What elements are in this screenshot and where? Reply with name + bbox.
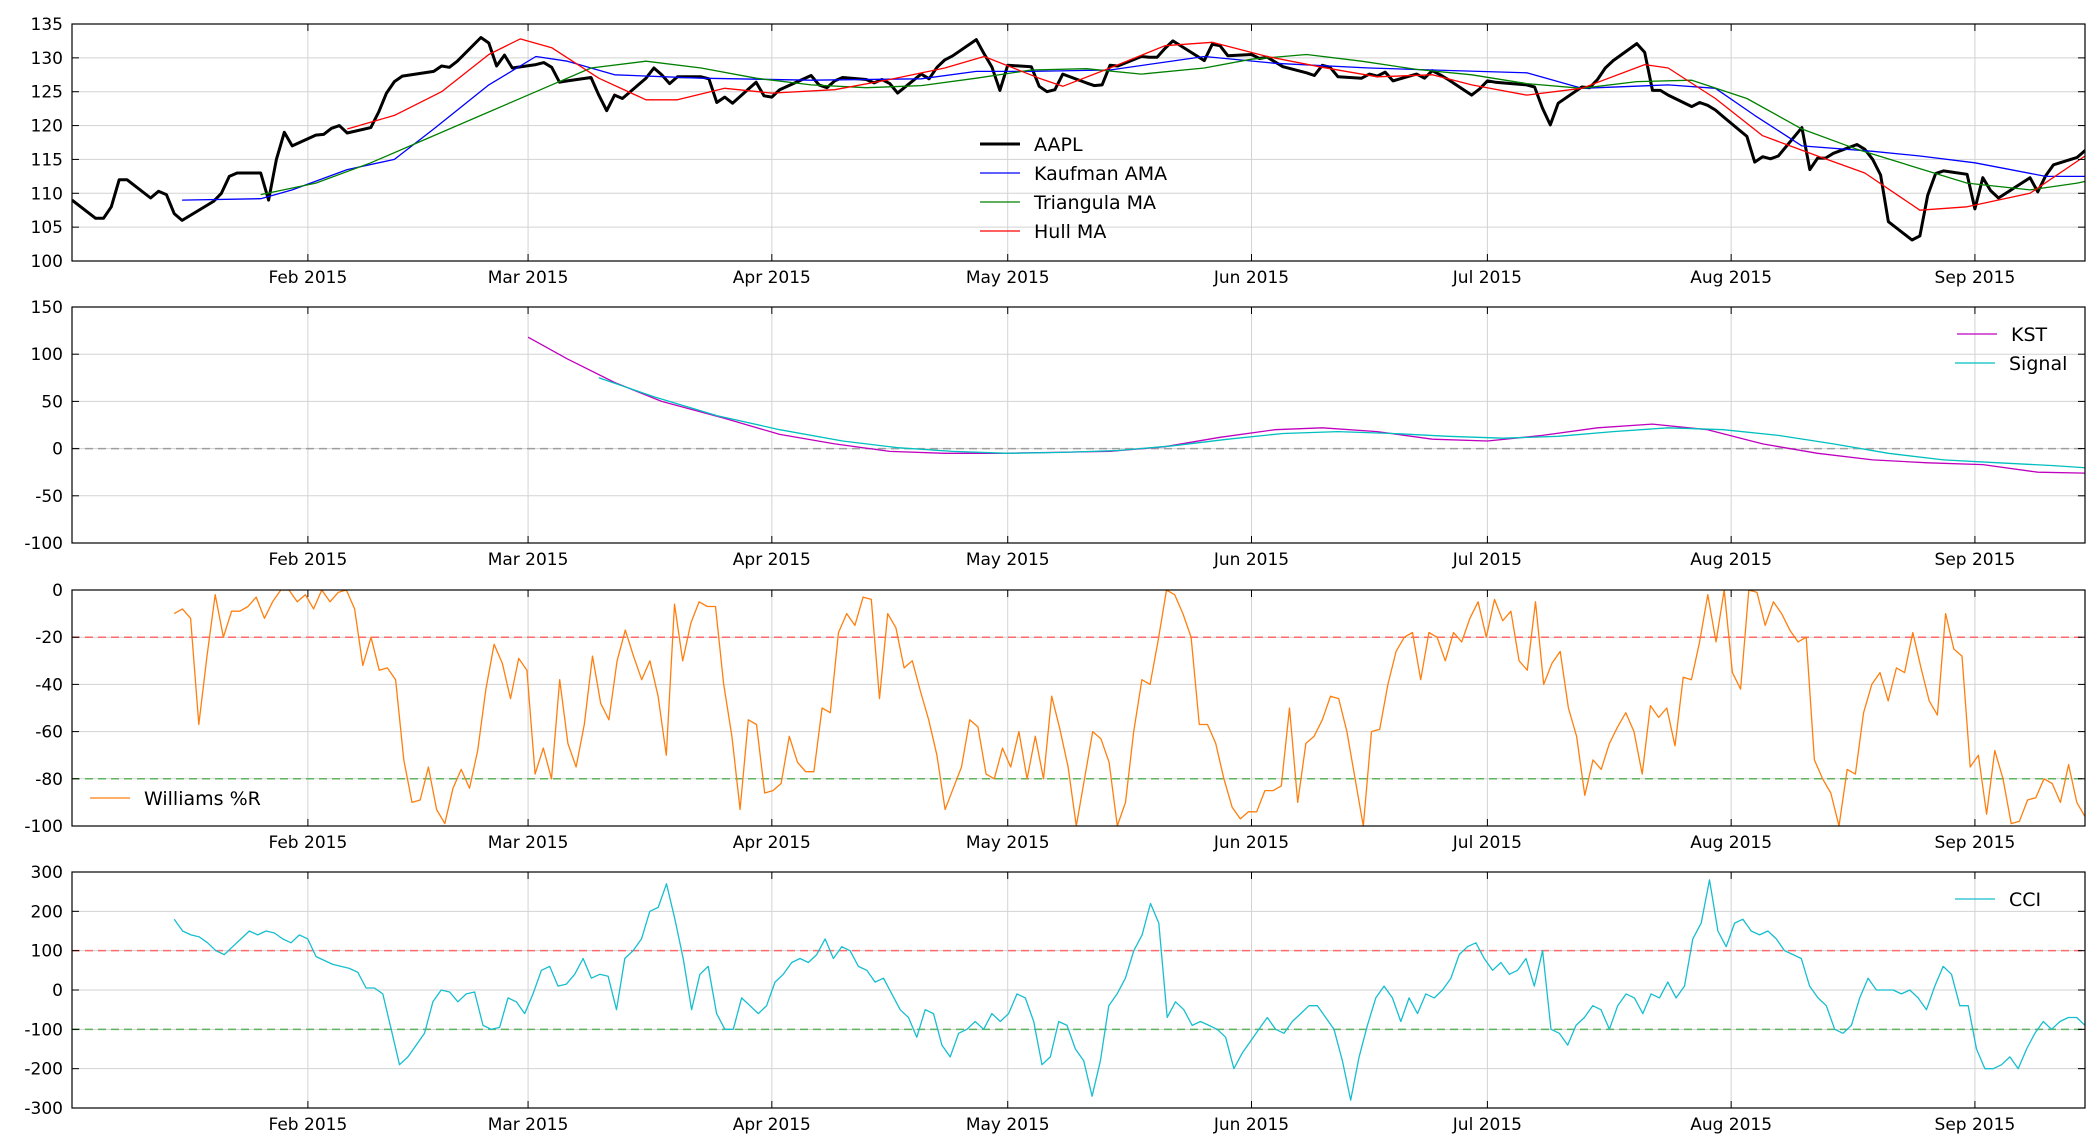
series-line-hull-ma xyxy=(347,38,2085,211)
y-tick-label: 50 xyxy=(41,392,63,412)
plot-frame xyxy=(71,306,2086,544)
legend-label: Triangula MA xyxy=(1033,192,1156,214)
x-tick-label: Apr 2015 xyxy=(733,1115,811,1135)
x-tick-label: Feb 2015 xyxy=(269,1115,348,1135)
y-tick-label: -100 xyxy=(24,534,63,554)
x-tick-label: Jul 2015 xyxy=(1452,550,1522,570)
legend-label: Signal xyxy=(2009,353,2067,375)
legend: AAPL Kaufman AMA Triangula MA Hull MA xyxy=(980,134,1167,243)
y-tick-label: 200 xyxy=(31,902,63,922)
legend-label: Williams %R xyxy=(144,788,261,810)
y-tick-label: 110 xyxy=(31,184,63,204)
series-line-cci xyxy=(173,879,2085,1101)
series-line-signal xyxy=(598,377,2085,469)
y-tick-label: 300 xyxy=(31,863,63,883)
x-tick-label: Aug 2015 xyxy=(1690,268,1772,288)
x-tick-label: May 2015 xyxy=(966,833,1050,853)
x-tick-label: Apr 2015 xyxy=(733,550,811,570)
y-tick-label: -50 xyxy=(35,487,63,507)
series-line-kaufman-ama xyxy=(182,55,2085,201)
x-tick-label: Feb 2015 xyxy=(269,550,348,570)
legend-label: Kaufman AMA xyxy=(1034,163,1167,185)
y-tick-label: -100 xyxy=(24,817,63,837)
legend-label: Hull MA xyxy=(1034,221,1106,243)
series-line-williams-r xyxy=(173,590,2085,826)
x-tick-label: Sep 2015 xyxy=(1935,833,2016,853)
x-tick-label: Mar 2015 xyxy=(488,550,569,570)
y-tick-label: -100 xyxy=(24,1020,63,1040)
x-tick-label: Jun 2015 xyxy=(1213,268,1289,288)
plot-frame xyxy=(71,23,2086,262)
y-tick-label: 105 xyxy=(31,218,63,238)
x-tick-label: Jun 2015 xyxy=(1213,833,1289,853)
x-tick-label: Aug 2015 xyxy=(1690,550,1772,570)
y-tick-label: 135 xyxy=(31,15,63,35)
x-tick-label: Jun 2015 xyxy=(1213,1115,1289,1135)
y-tick-label: -40 xyxy=(35,675,63,695)
x-tick-label: Apr 2015 xyxy=(733,833,811,853)
y-tick-label: 0 xyxy=(52,440,63,460)
legend-label: CCI xyxy=(2009,889,2041,911)
x-tick-label: Sep 2015 xyxy=(1935,550,2016,570)
series-line-triangula-ma xyxy=(260,53,2085,196)
x-tick-label: Mar 2015 xyxy=(488,833,569,853)
y-tick-label: -20 xyxy=(35,628,63,648)
x-tick-label: May 2015 xyxy=(966,1115,1050,1135)
series-line-aapl xyxy=(72,36,2085,242)
y-tick-label: 130 xyxy=(31,49,63,69)
y-tick-label: -80 xyxy=(35,770,63,790)
legend-label: AAPL xyxy=(1034,134,1083,156)
series-line-kst xyxy=(527,336,2085,474)
y-tick-label: 115 xyxy=(31,150,63,170)
x-tick-label: Feb 2015 xyxy=(269,833,348,853)
y-tick-label: -300 xyxy=(24,1099,63,1119)
legend: Williams %R xyxy=(90,788,261,810)
x-tick-label: Feb 2015 xyxy=(269,268,348,288)
x-tick-label: Mar 2015 xyxy=(488,1115,569,1135)
y-tick-label: 125 xyxy=(31,83,63,103)
y-tick-label: -60 xyxy=(35,723,63,743)
chart-panel-3: -100 -80 -60 -40 -20 0 Feb 2015 Mar 2015 Apr 201… xyxy=(24,581,2086,853)
y-tick-label: 0 xyxy=(52,581,63,601)
plot-frame xyxy=(71,589,2086,827)
x-tick-label: Jul 2015 xyxy=(1452,268,1522,288)
x-tick-label: Jul 2015 xyxy=(1452,833,1522,853)
y-tick-label: 150 xyxy=(31,298,63,318)
x-tick-label: May 2015 xyxy=(966,268,1050,288)
chart-panel-1: 100 105 110 115 120 125 130 135 Feb 2015 Mar 2015… xyxy=(31,15,2086,288)
y-tick-label: 100 xyxy=(31,345,63,365)
y-tick-label: 100 xyxy=(31,252,63,272)
x-tick-label: Jun 2015 xyxy=(1213,550,1289,570)
x-tick-label: Jul 2015 xyxy=(1452,1115,1522,1135)
legend: CCI xyxy=(1955,889,2041,911)
x-tick-label: Sep 2015 xyxy=(1935,268,2016,288)
y-tick-label: 0 xyxy=(52,981,63,1001)
x-tick-label: Mar 2015 xyxy=(488,268,569,288)
x-tick-label: Aug 2015 xyxy=(1690,1115,1772,1135)
y-tick-label: 100 xyxy=(31,942,63,962)
x-tick-label: May 2015 xyxy=(966,550,1050,570)
y-tick-label: 120 xyxy=(31,117,63,137)
legend: KST Signal xyxy=(1955,324,2067,375)
x-tick-label: Sep 2015 xyxy=(1935,1115,2016,1135)
chart-panel-2: -100 -50 0 50 100 150 Feb 2015 Mar 2015 Apr 2015… xyxy=(24,298,2086,570)
y-tick-label: -200 xyxy=(24,1060,63,1080)
chart-panel-4: -300 -200 -100 0 100 200 300 Feb 2015 Mar 2015 Ap… xyxy=(24,863,2086,1135)
x-tick-label: Apr 2015 xyxy=(733,268,811,288)
legend-label: KST xyxy=(2011,324,2048,346)
x-tick-label: Aug 2015 xyxy=(1690,833,1772,853)
